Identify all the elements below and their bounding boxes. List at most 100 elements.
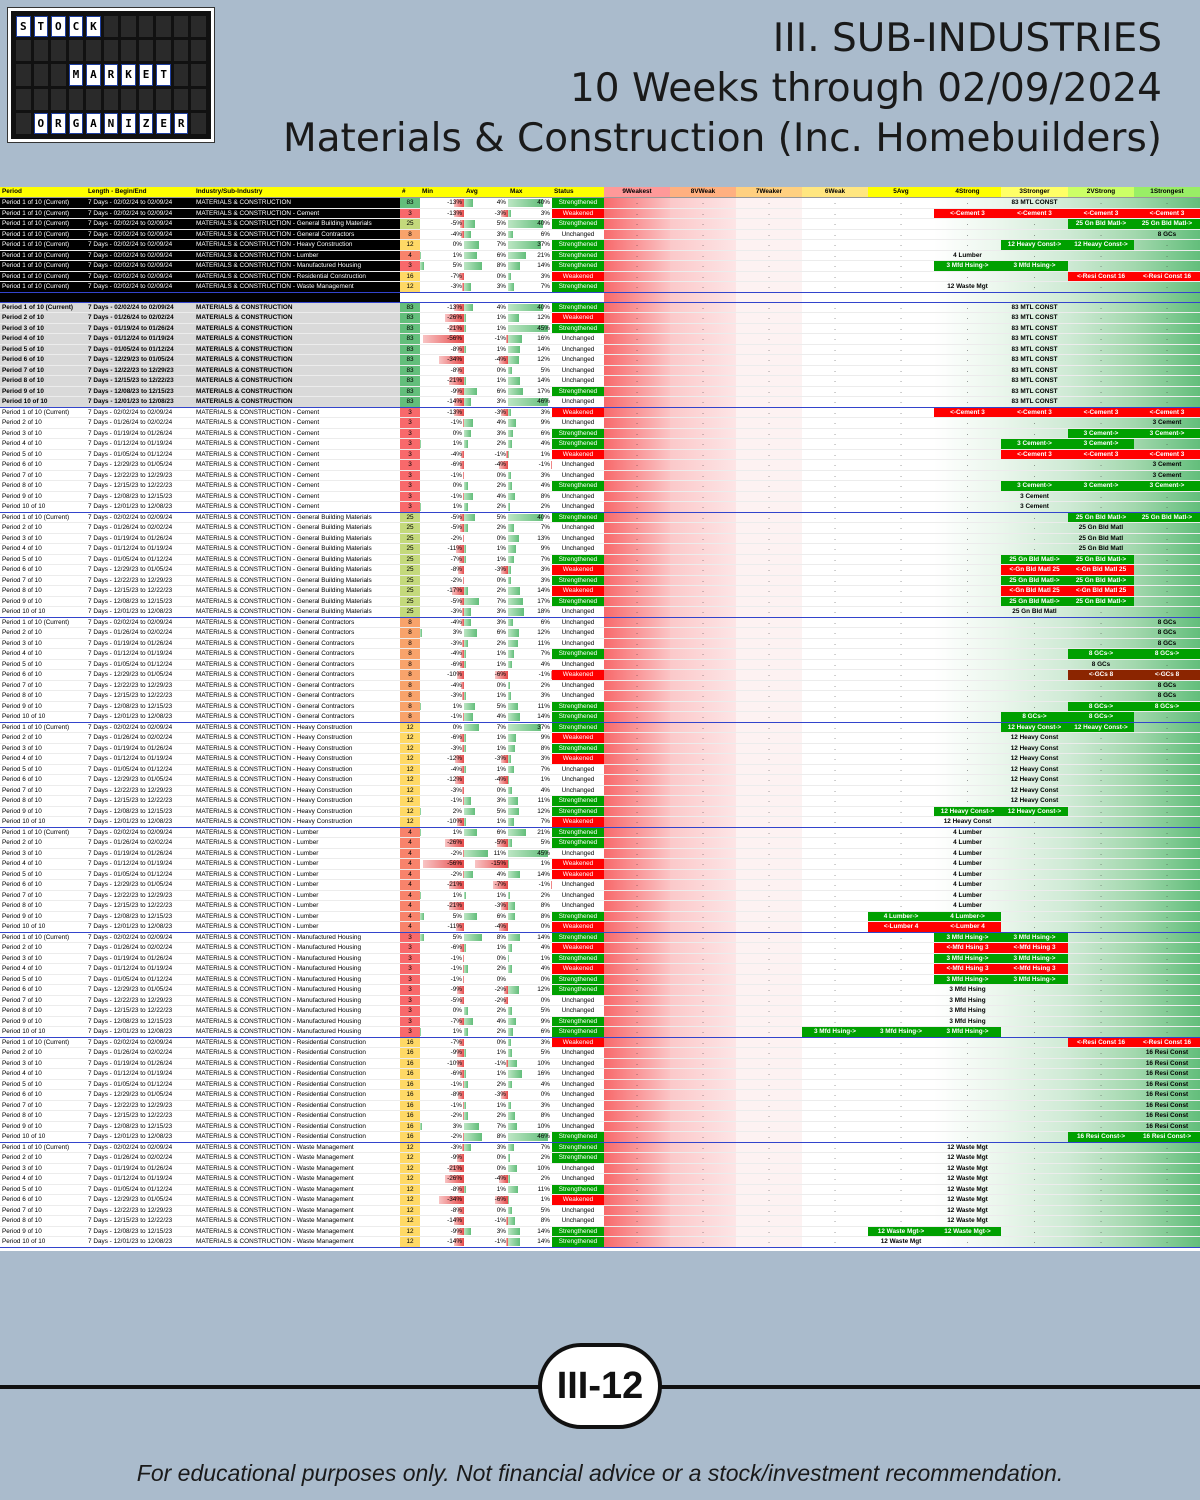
zone-cell-5Avg: . — [868, 627, 934, 639]
table-row: Period 8 of 10 7 Days - 12/15/23 to 12/22… — [0, 1215, 1200, 1227]
column-header[interactable]: 3Stronger — [1001, 187, 1068, 198]
blank-cell — [604, 292, 670, 303]
min-bar — [458, 1038, 464, 1047]
column-header[interactable]: Length - Begin/End — [86, 187, 194, 198]
zone-cell-3Stronger: . — [1001, 837, 1068, 849]
zone-cell-1Strongest: 16 Resi Const-> — [1134, 1131, 1200, 1143]
column-header[interactable]: 1Strongest — [1134, 187, 1200, 198]
zone-cell-1Strongest: . — [1134, 250, 1200, 261]
avg-value: -3% — [494, 209, 506, 217]
sub-industry-cell: MATERIALS & CONSTRUCTION - General Contr… — [194, 680, 400, 692]
zone-cell-5Avg: . — [868, 1205, 934, 1217]
column-header[interactable]: Min — [420, 187, 464, 198]
zone-cell-7Weaker: . — [736, 459, 802, 471]
table-row: Period 4 of 10 7 Days - 01/12/24 to 01/19… — [0, 1068, 1200, 1080]
zone-cell-7Weaker: . — [736, 869, 802, 881]
column-header[interactable]: Max — [508, 187, 552, 198]
zone-cell-2VStrong: . — [1068, 1079, 1134, 1091]
length-cell: 7 Days - 12/01/23 to 12/08/23 — [86, 1026, 194, 1038]
column-header[interactable]: Period — [0, 187, 86, 198]
zone-cell-5Avg: . — [868, 1173, 934, 1185]
column-header[interactable]: 5Avg — [868, 187, 934, 198]
min-cell: -6% — [420, 459, 464, 471]
zone-cell-5Avg: . — [868, 942, 934, 954]
zone-cell-9Weakest: . — [604, 554, 670, 566]
min-bar — [456, 1059, 464, 1068]
avg-bar — [464, 1007, 469, 1015]
avg-bar — [501, 566, 508, 574]
column-header[interactable]: Avg — [464, 187, 508, 198]
avg-cell: -7% — [464, 879, 508, 891]
sub-industry-cell: MATERIALS & CONSTRUCTION — [194, 396, 400, 408]
max-cell: 12% — [508, 312, 552, 324]
column-header[interactable]: 6Weak — [802, 187, 868, 198]
max-value: 40% — [537, 303, 550, 311]
zone-cell-1Strongest: 8 GCs — [1134, 638, 1200, 650]
zone-cell-1Strongest: . — [1134, 1016, 1200, 1028]
zone-cell-4Strong: . — [934, 501, 1001, 513]
avg-cell: -6% — [464, 1194, 508, 1206]
zone-cell-2VStrong: . — [1068, 1152, 1134, 1164]
max-bar — [508, 387, 523, 396]
max-cell: 2% — [508, 501, 552, 513]
zone-cell-7Weaker: . — [736, 701, 802, 713]
zone-cell-1Strongest: . — [1134, 722, 1200, 734]
max-cell: 5% — [508, 365, 552, 377]
table-row: Period 2 of 10 7 Days - 01/26/24 to 02/02… — [0, 1152, 1200, 1164]
logo-tile — [121, 88, 136, 110]
status-badge: Unchanged — [552, 900, 604, 912]
column-header[interactable]: 4Strong — [934, 187, 1001, 198]
zone-cell-2VStrong: . — [1068, 1184, 1134, 1196]
min-value: 1% — [452, 251, 462, 259]
min-value: -14% — [447, 398, 462, 406]
zone-cell-2VStrong: . — [1068, 1205, 1134, 1217]
zone-cell-8VWeak: . — [670, 585, 736, 597]
column-header[interactable]: 7Weaker — [736, 187, 802, 198]
zone-cell-5Avg: . — [868, 900, 934, 912]
max-cell: 14% — [508, 344, 552, 356]
status-badge: Weakened — [552, 858, 604, 870]
length-cell: 7 Days - 12/22/23 to 12/29/23 — [86, 890, 194, 902]
column-header[interactable]: 9Weakest — [604, 187, 670, 198]
zone-cell-6Weak: . — [802, 879, 868, 891]
avg-cell: -4% — [464, 1173, 508, 1185]
min-cell: -6% — [420, 942, 464, 954]
min-bar — [456, 671, 464, 679]
table-row: Period 6 of 10 7 Days - 12/29/23 to 01/05… — [0, 879, 1200, 891]
count-cell: 25 — [400, 554, 420, 566]
zone-cell-6Weak: . — [802, 1226, 868, 1238]
zone-cell-7Weaker: . — [736, 722, 802, 734]
logo-letter: T — [156, 64, 171, 86]
zone-cell-3Stronger: . — [1001, 690, 1068, 702]
column-header[interactable]: 2VStrong — [1068, 187, 1134, 198]
column-header[interactable]: 8VWeak — [670, 187, 736, 198]
status-badge: Unchanged — [552, 501, 604, 513]
max-cell: 37% — [508, 239, 552, 251]
zone-cell-5Avg: . — [868, 858, 934, 870]
zone-cell-4Strong: . — [934, 197, 1001, 209]
avg-cell: 5% — [464, 806, 508, 818]
zone-cell-1Strongest: . — [1134, 753, 1200, 765]
status-badge: Strengthened — [552, 806, 604, 818]
min-value: -5% — [450, 220, 462, 227]
avg-cell: 8% — [464, 1131, 508, 1143]
length-cell: 7 Days - 12/29/23 to 01/05/24 — [86, 1194, 194, 1206]
count-cell: 83 — [400, 354, 420, 366]
zone-cell-1Strongest: . — [1134, 564, 1200, 576]
avg-cell: 4% — [464, 711, 508, 723]
avg-value: 7% — [496, 241, 506, 248]
column-header[interactable]: # — [400, 187, 420, 198]
min-cell: -7% — [420, 554, 464, 566]
avg-value: 4% — [496, 419, 506, 427]
max-bar — [508, 335, 523, 343]
length-cell: 7 Days - 02/02/24 to 02/09/24 — [86, 271, 194, 282]
max-value: 18% — [537, 608, 550, 616]
min-bar — [460, 597, 464, 606]
sub-industry-cell: MATERIALS & CONSTRUCTION - Lumber — [194, 827, 400, 839]
max-cell: 12% — [508, 354, 552, 366]
logo-letter: N — [103, 112, 119, 134]
column-header[interactable]: Status — [552, 187, 604, 198]
min-value: -21% — [447, 377, 462, 385]
max-cell: 7% — [508, 764, 552, 776]
column-header[interactable]: Industry/Sub-Industry — [194, 187, 400, 198]
